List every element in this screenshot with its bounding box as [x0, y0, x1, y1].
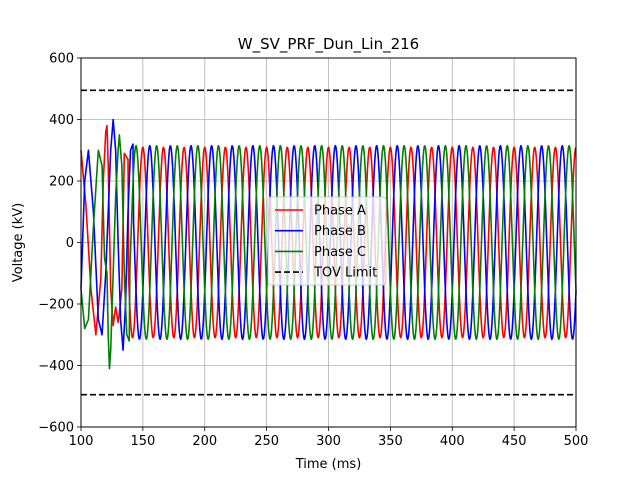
series-line-phase-a — [80, 124, 577, 339]
y-tick-label: −600 — [38, 421, 74, 436]
legend-label: Phase A — [314, 204, 366, 219]
y-tick-label: 600 — [49, 52, 74, 67]
y-tick-label: 200 — [49, 175, 74, 190]
y-tick-label: −200 — [38, 298, 74, 313]
legend-box — [267, 196, 387, 286]
y-tick-label: 400 — [49, 113, 74, 128]
tov-limit-layer — [81, 89, 576, 396]
tick-layer: 100 150 200 250 300 350 400 450 500 −600 −400 −200 0… — [38, 52, 588, 450]
legend-label: Phase B — [314, 224, 366, 239]
legend-label: TOV Limit — [313, 266, 377, 281]
y-tick-label: −400 — [38, 359, 74, 374]
x-tick-label: 250 — [254, 434, 279, 449]
x-tick-label: 500 — [564, 434, 589, 449]
legend-label: Phase C — [314, 245, 366, 260]
x-tick-label: 150 — [130, 434, 155, 449]
chart-title: W_SV_PRF_Dun_Lin_216 — [238, 35, 419, 54]
y-tick-label: 0 — [66, 236, 74, 251]
legend: Phase A Phase B Phase C TOV Limit — [267, 196, 387, 286]
x-tick-label: 100 — [69, 434, 94, 449]
x-axis-title: Time (ms) — [295, 457, 362, 472]
x-tick-label: 200 — [192, 434, 217, 449]
x-tick-label: 400 — [440, 434, 465, 449]
x-tick-label: 300 — [316, 434, 341, 449]
x-tick-label: 450 — [502, 434, 527, 449]
y-axis-title: Voltage (kV) — [11, 203, 26, 282]
x-tick-label: 350 — [378, 434, 403, 449]
